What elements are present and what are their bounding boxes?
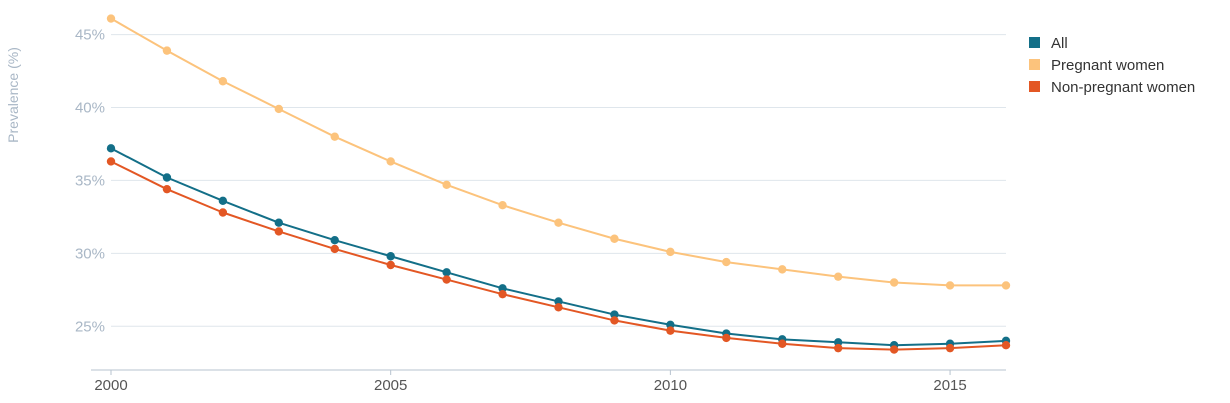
series-line-non-pregnant-women: [110, 160, 1007, 351]
data-point-pregnant-women: [945, 281, 955, 290]
data-point-pregnant-women: [610, 234, 619, 243]
legend-label: All: [1051, 35, 1068, 52]
x-tick-label: 2000: [94, 377, 127, 394]
data-point-pregnant-women: [666, 247, 675, 257]
legend-swatch: [1029, 59, 1040, 70]
data-point-non-pregnant-women: [722, 333, 731, 343]
y-tick-label: 30%: [75, 245, 105, 262]
data-point-all: [218, 196, 228, 206]
legend-swatch: [1029, 81, 1040, 92]
data-point-non-pregnant-women: [274, 227, 284, 236]
data-point-all: [498, 284, 507, 293]
y-tick-label: 35%: [75, 172, 105, 189]
x-tick-label: 2010: [654, 377, 687, 394]
data-point-all: [274, 218, 284, 227]
data-point-non-pregnant-women: [442, 275, 451, 284]
x-tick-label: 2015: [933, 377, 966, 394]
data-point-non-pregnant-women: [218, 208, 228, 217]
data-point-non-pregnant-women: [778, 339, 787, 348]
data-point-non-pregnant-women: [106, 157, 116, 166]
data-point-all: [833, 338, 843, 347]
data-point-all: [610, 310, 619, 319]
data-point-all: [162, 173, 172, 182]
y-axis-label: Prevalence (%): [5, 47, 21, 143]
data-point-non-pregnant-women: [162, 184, 172, 194]
data-point-all: [442, 268, 451, 277]
data-point-non-pregnant-women: [610, 316, 619, 325]
x-tick-label: 2005: [374, 377, 407, 394]
data-point-non-pregnant-women: [889, 345, 899, 354]
data-point-pregnant-women: [722, 257, 731, 267]
data-point-non-pregnant-women: [386, 260, 395, 270]
data-point-pregnant-women: [778, 265, 787, 274]
data-point-non-pregnant-women: [833, 343, 843, 353]
data-point-non-pregnant-women: [666, 326, 675, 335]
data-point-non-pregnant-women: [330, 244, 339, 254]
data-point-pregnant-women: [833, 272, 843, 281]
data-point-all: [666, 320, 675, 329]
data-point-pregnant-women: [889, 278, 899, 287]
data-point-non-pregnant-women: [554, 303, 563, 312]
data-point-pregnant-women: [218, 77, 228, 86]
series-line-pregnant-women: [110, 17, 1006, 287]
data-point-pregnant-women: [498, 201, 507, 210]
y-tick-label: 40%: [75, 100, 105, 117]
data-point-all: [386, 252, 395, 261]
data-point-all: [330, 236, 339, 245]
data-point-non-pregnant-women: [498, 289, 507, 299]
data-point-pregnant-women: [1001, 281, 1011, 290]
legend-swatch: [1029, 37, 1040, 48]
y-tick-label: 25%: [75, 318, 105, 335]
series-line-all: [110, 147, 1007, 347]
data-point-pregnant-women: [386, 157, 395, 166]
y-tick-label: 45%: [75, 27, 105, 44]
data-point-non-pregnant-women: [1001, 341, 1011, 350]
data-point-pregnant-women: [442, 180, 451, 189]
data-point-all: [554, 297, 563, 306]
data-point-pregnant-women: [330, 132, 339, 141]
data-point-all: [106, 144, 116, 153]
data-point-non-pregnant-women: [945, 343, 955, 353]
data-point-pregnant-women: [162, 46, 172, 55]
data-point-pregnant-women: [106, 14, 116, 23]
legend-label: Non-pregnant women: [1051, 79, 1195, 96]
legend-label: Pregnant women: [1051, 57, 1164, 74]
data-point-pregnant-women: [554, 218, 563, 227]
data-point-pregnant-women: [274, 104, 284, 114]
